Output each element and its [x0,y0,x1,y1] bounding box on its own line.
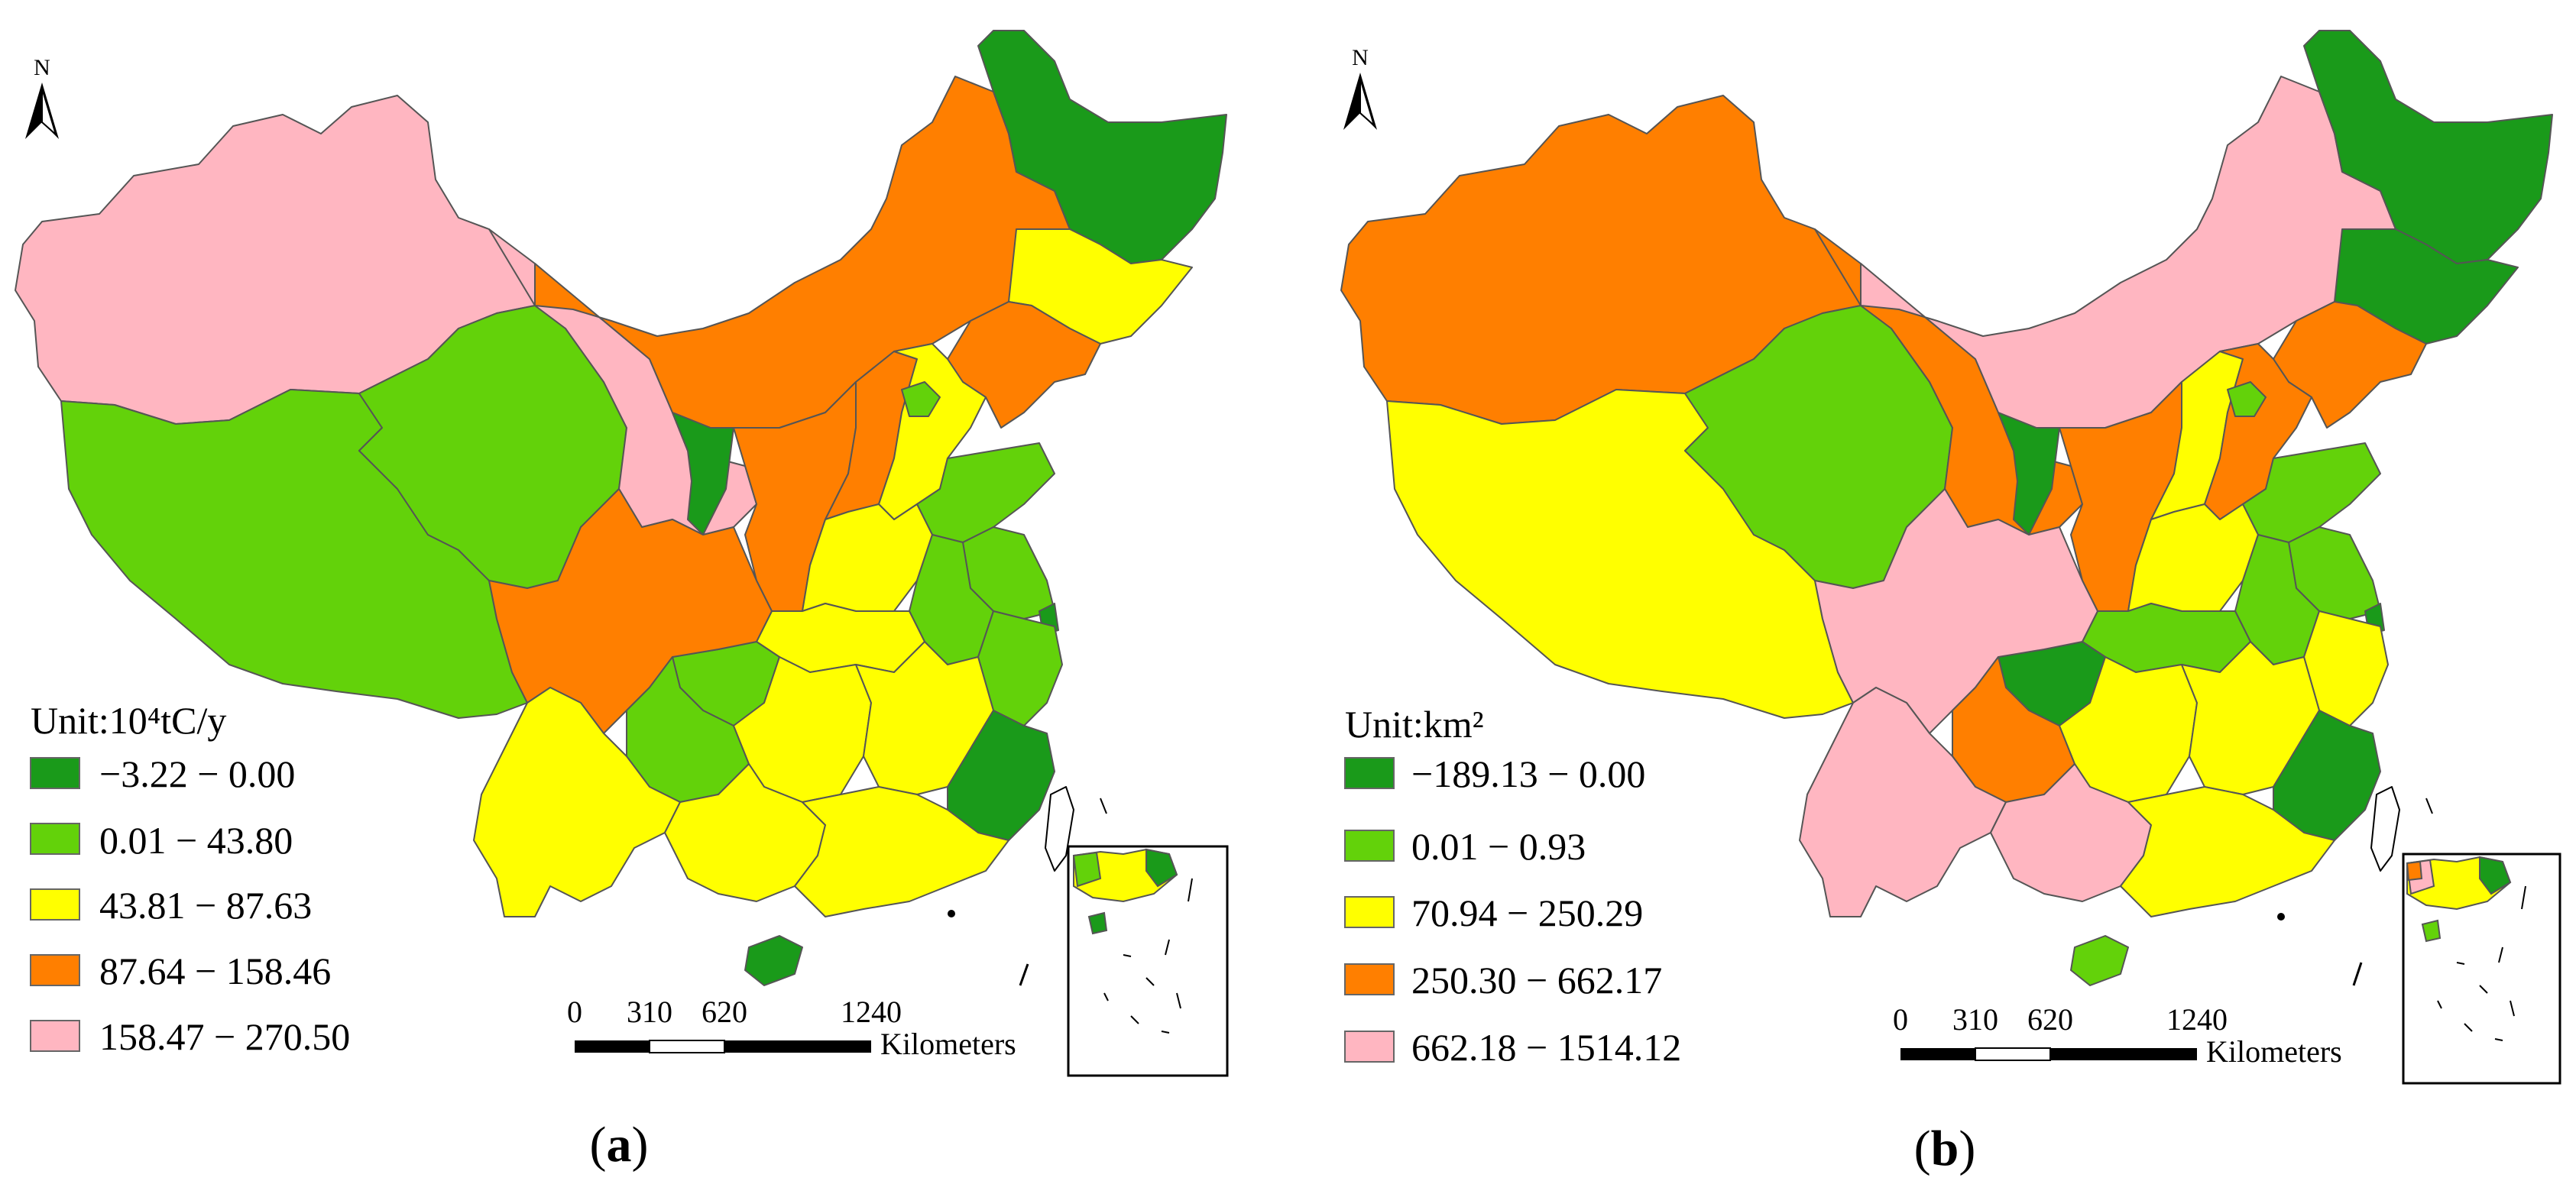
legend-item-a-1: 0.01 − 43.80 0.01 − 43.80 [30,819,293,862]
legend-item-b-0: −189.13 − 0.00 [1344,752,1645,795]
legend-item-b-1: 0.01 − 0.93 [1344,825,1586,868]
legend-b: Unit:km² −189.13 − 0.00 0.01 − 0.93 70.9… [1344,703,1681,1069]
legend-label-b-1: 0.01 − 0.93 [1411,825,1586,868]
legend-label-a-0: −3.22 − 0.00 [99,752,295,795]
scale-unit-a: Kilometers [880,1027,1016,1061]
legend-item-b-2: 70.94 − 250.29 [1344,891,1643,934]
scale-tick-b-2: 620 [2027,1002,2073,1037]
legend-swatch-a-1 [30,823,80,855]
legend-swatch-b-2 [1344,896,1395,928]
region-beijing-a [901,381,941,417]
scale-bar-b: 0 310 620 1240 Kilometers [1893,1002,2342,1069]
legend-swatch-b-1 [1344,830,1395,862]
legend-label-a-2: 43.81 − 87.63 [99,884,312,927]
scale-unit-b: Kilometers [2206,1034,2342,1069]
region-hunan-b [2059,656,2198,803]
legend-a: Unit:10⁴tC/y −3.22 − 0.00 0.01 − 43.80 0… [30,699,350,1058]
region-ningxia-a [672,412,734,536]
legend-swatch-b-0 [1344,757,1395,789]
legend-label-b-4: 662.18 − 1514.12 [1411,1026,1681,1069]
legend-label-b-0: −189.13 − 0.00 [1411,752,1645,795]
legend-swatch-b-4 [1344,1031,1395,1063]
region-taiwan-b [2370,786,2400,872]
scale-tick-a-1: 310 [627,995,672,1029]
north-arrow-a: N [25,55,59,139]
unit-label-a: Unit:10⁴tC/y [31,699,226,742]
legend-swatch-b-3 [1344,963,1395,995]
legend-label-a-1-visible: 0.01 − 43.80 [99,819,293,862]
province-map-a [15,30,1227,986]
region-heilongjiang-b [2303,30,2553,264]
legend-swatch-a-2 [30,888,80,921]
scale-tick-a-2: 620 [702,995,747,1029]
region-hunan-a [733,656,872,803]
region-taiwan-a [1045,786,1074,872]
region-guangdong-a [794,786,1009,917]
scale-tick-b-1: 310 [1952,1002,1998,1037]
legend-item-b-3: 250.30 − 662.17 [1344,959,1662,1001]
region-beijing-b [2227,381,2267,417]
scale-tick-b-0: 0 [1893,1002,1908,1037]
legend-item-a-2: 43.81 − 87.63 [30,884,312,927]
region-hainan-a [744,935,803,986]
region-yunnan-b [1799,687,2007,917]
legend-item-a-4: 158.47 − 270.50 158.47 − 270.50 [30,1015,350,1058]
south-china-sea-inset-b [2402,853,2561,1085]
legend-swatch-a-3 [30,954,80,986]
north-label-b: N [1352,45,1369,70]
map-panel-a: N [15,30,1229,1173]
scale-tick-b-3: 1240 [2166,1002,2228,1037]
unit-label-b: Unit:km² [1345,703,1484,746]
region-yunnan-a [473,687,681,917]
province-map-b [1340,30,2553,986]
north-arrow-b: N [1343,45,1377,130]
legend-label-a-3: 87.64 − 158.46 [99,950,331,992]
legend-label-a-4-visible: 158.47 − 270.50 [99,1015,350,1058]
panel-caption-b: (b) [1914,1121,1976,1176]
region-ningxia-b [1998,412,2060,536]
legend-item-a-0: −3.22 − 0.00 [30,752,295,795]
legend-swatch-a-0 [30,757,80,789]
map-panel-b: N [1340,30,2561,1176]
legend-item-a-3: 87.64 − 158.46 [30,950,331,992]
scale-bar-a: 0 310 620 1240 Kilometers [567,995,1016,1061]
legend-label-b-3: 250.30 − 662.17 [1411,959,1662,1001]
region-hainan-b [2070,935,2129,986]
scale-tick-a-3: 1240 [841,995,902,1029]
south-china-sea-inset-a [1067,845,1229,1077]
scale-tick-a-0: 0 [567,995,582,1029]
region-heilongjiang-a [977,30,1227,264]
legend-item-b-4: 662.18 − 1514.12 [1344,1026,1681,1069]
region-guangdong-b [2120,786,2335,917]
panel-caption-a: (a) [590,1117,649,1173]
north-label-a: N [34,55,50,80]
legend-swatch-a-4 [30,1020,80,1052]
legend-label-b-2: 70.94 − 250.29 [1411,891,1643,934]
